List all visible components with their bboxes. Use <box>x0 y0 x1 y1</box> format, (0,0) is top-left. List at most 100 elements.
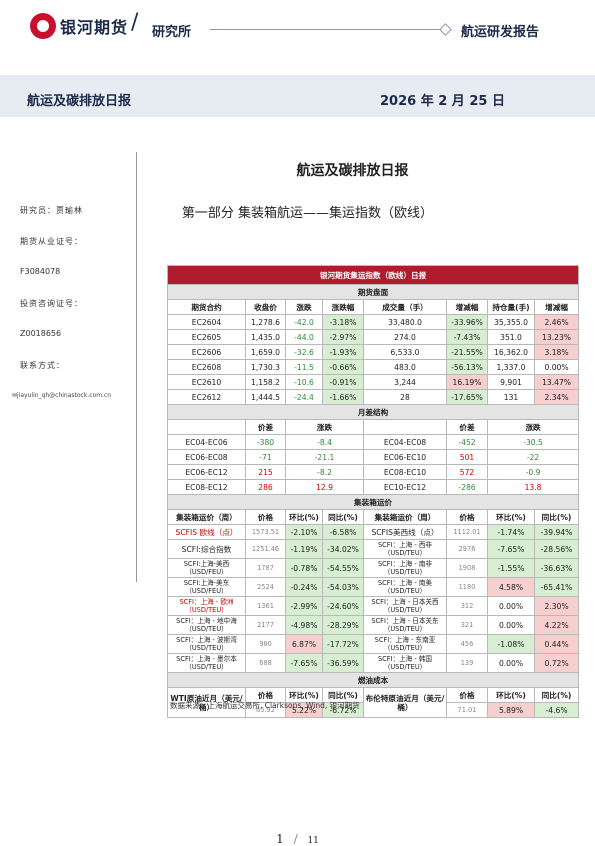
section-futures: 期货盘面 <box>166 284 580 300</box>
fuel-header: 同比(%) <box>533 687 580 703</box>
department-name: 研究所 <box>152 25 192 40</box>
futures-cell: 1,444.5 <box>245 389 286 405</box>
freight-cell: 688 <box>245 653 286 673</box>
spread-cell: 572 <box>446 464 488 480</box>
futures-header: 增减幅 <box>533 299 580 315</box>
spread-cell: EC06-EC08 <box>167 449 246 465</box>
futures-cell: 131 <box>487 389 535 405</box>
futures-header: 增减幅 <box>446 299 488 315</box>
table-row: EC2610 1,158.2 -10.6 -0.91% 3,244 16.19% 9,901… <box>167 374 580 390</box>
futures-cell: -44.0 <box>285 329 323 345</box>
table-row: SCFIS 欧线（点） 1573.51 -2.10% -6.58% SCFIS美西线（点… <box>167 524 580 540</box>
futures-cell: 1,278.6 <box>245 314 286 330</box>
spread-header-row: 价差 涨跌 价差 涨跌 <box>167 419 580 435</box>
futures-cell: EC2606 <box>167 344 246 360</box>
freight-cell: 4.22% <box>533 615 580 635</box>
table-row: SCFI:上海-美东（USD/FEU） 2524 -0.24% -54.03% SCFI… <box>167 577 580 597</box>
researcher-name: 研究员：贾瑜林 <box>20 206 83 215</box>
futures-header: 收盘价 <box>245 299 286 315</box>
futures-cell: EC2610 <box>167 374 246 390</box>
spread-cell: 12.9 <box>285 479 364 495</box>
sidebar-divider <box>136 152 137 582</box>
spread-cell: -8.2 <box>285 464 364 480</box>
spread-cell: 286 <box>245 479 286 495</box>
page-separator: / <box>293 832 298 846</box>
freight-cell: SCFI：上海 - 日本关东（USD/TEU） <box>363 615 447 635</box>
spread-cell: EC04-EC08 <box>363 434 447 450</box>
futures-cell: 1,158.2 <box>245 374 286 390</box>
futures-header: 涨跌幅 <box>322 299 364 315</box>
freight-cell: SCFI:上海-美西（USD/FEU） <box>167 558 246 578</box>
freight-header: 环比(%) <box>285 509 323 525</box>
spread-header: 价差 <box>446 419 488 435</box>
spread-cell: 501 <box>446 449 488 465</box>
section-title: 第一部分 集装箱航运——集运指数（欧线） <box>181 206 434 221</box>
fuel-header: 环比(%) <box>487 687 535 703</box>
freight-cell: 1180 <box>446 577 488 597</box>
table-row: SCFI：上海 - 波斯湾（USD/TEU） 980 6.87% -17.72% SCF… <box>167 634 580 654</box>
freight-cell: 0.00% <box>487 596 535 616</box>
futures-header: 成交量（手） <box>363 299 447 315</box>
table-row: EC2612 1,444.5 -24.4 -1.66% 28 -17.65% 131 2.34… <box>167 389 580 405</box>
futures-cell: 1,337.0 <box>487 359 535 375</box>
futures-cell: -1.66% <box>322 389 364 405</box>
spread-cell: -71 <box>245 449 286 465</box>
ec-daily-table: 银河期货集运指数（欧线）日报 期货盘面 期货合约 收盘价 涨跌 涨跌幅 成交量（手） 增减… <box>166 265 580 718</box>
table-row: EC06-EC08 -71 -21.1 EC06-EC10 501 -22 <box>167 449 580 465</box>
freight-cell: 1573.51 <box>245 524 286 540</box>
futures-cell: -32.6 <box>285 344 323 360</box>
fuel-yoy: -4.6% <box>533 702 580 718</box>
freight-header: 同比(%) <box>322 509 364 525</box>
spread-cell: -286 <box>446 479 488 495</box>
freight-cell: -6.58% <box>322 524 364 540</box>
freight-cell: 980 <box>245 634 286 654</box>
futures-cell: -17.65% <box>446 389 488 405</box>
spread-header: 价差 <box>245 419 286 435</box>
futures-cell: -24.4 <box>285 389 323 405</box>
freight-cell: SCFI:上海-美东（USD/FEU） <box>167 577 246 597</box>
spread-cell: -452 <box>446 434 488 450</box>
spread-cell: EC06-EC10 <box>363 449 447 465</box>
freight-cell: 2524 <box>245 577 286 597</box>
spread-cell: -8.4 <box>285 434 364 450</box>
contact-email[interactable]: ✉jiayulin_qh@chinastock.com.cn <box>12 392 111 399</box>
freight-cell: SCFI：上海 - 地中海（USD/TEU） <box>167 615 246 635</box>
futures-cell: 3.18% <box>533 344 580 360</box>
futures-cell: -1.93% <box>322 344 364 360</box>
futures-cell: 33,480.0 <box>363 314 447 330</box>
contact-label: 联系方式： <box>20 361 65 370</box>
freight-cell: 0.72% <box>533 653 580 673</box>
freight-cell: -17.72% <box>322 634 364 654</box>
spread-cell: EC08-EC10 <box>363 464 447 480</box>
freight-header-row: 集装箱运价（周） 价格 环比(%) 同比(%) 集装箱运价（周） 价格 环比(%) 同比(%) <box>167 509 580 525</box>
table-row: EC04-EC06 -380 -8.4 EC04-EC08 -452 -30.5 <box>167 434 580 450</box>
freight-cell: -54.03% <box>322 577 364 597</box>
futures-cell: -7.43% <box>446 329 488 345</box>
qualification-number: F3084078 <box>20 267 61 276</box>
freight-cell: 312 <box>446 596 488 616</box>
section-freight: 集装箱运价 <box>166 494 580 510</box>
diamond-icon <box>439 23 452 36</box>
band-title: 航运及碳排放日报 <box>27 94 132 109</box>
freight-cell: 4.58% <box>487 577 535 597</box>
qualification-label: 期货从业证号： <box>20 237 83 246</box>
freight-cell: SCFI：上海 - 西非（USD/TEU） <box>363 539 447 559</box>
page-current: 1 <box>276 832 284 846</box>
freight-cell: -0.78% <box>285 558 323 578</box>
freight-cell: -4.98% <box>285 615 323 635</box>
fuel-mom: 5.89% <box>487 702 535 718</box>
section-fuel: 燃油成本 <box>166 672 580 688</box>
futures-cell: -11.5 <box>285 359 323 375</box>
freight-cell: 0.00% <box>487 653 535 673</box>
freight-cell: SCFI:综合指数 <box>167 539 246 559</box>
freight-cell: SCFI：上海 - 日本关西（USD/TEU） <box>363 596 447 616</box>
main-title: 航运及碳排放日报 <box>296 163 409 179</box>
freight-cell: 2976 <box>446 539 488 559</box>
futures-cell: -3.18% <box>322 314 364 330</box>
spread-cell: -21.1 <box>285 449 364 465</box>
futures-cell: 16,362.0 <box>487 344 535 360</box>
futures-cell: 2.46% <box>533 314 580 330</box>
futures-cell: -0.66% <box>322 359 364 375</box>
futures-cell: -42.0 <box>285 314 323 330</box>
freight-cell: -54.55% <box>322 558 364 578</box>
